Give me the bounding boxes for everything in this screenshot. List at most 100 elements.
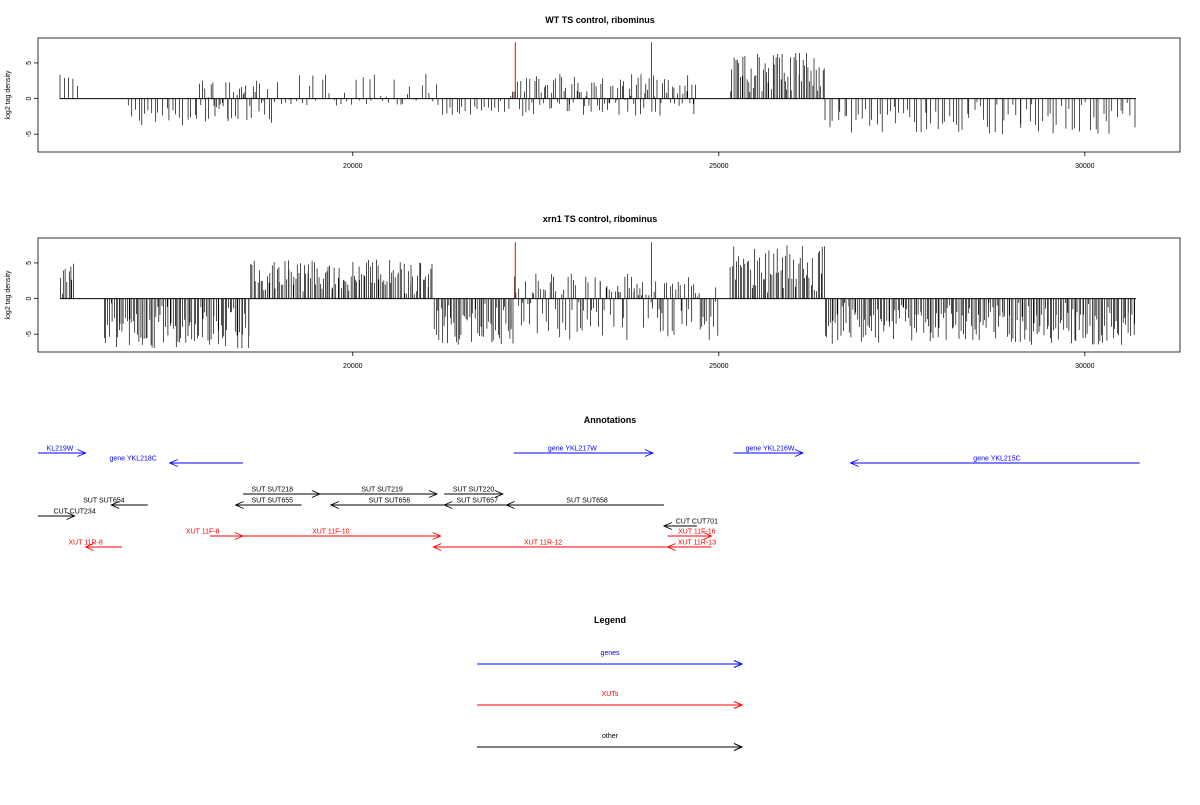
feature-gene-ykl216w: gene YKL216W: [733, 446, 805, 457]
feature-label: KL219W: [47, 446, 74, 453]
feature-arrowhead: [77, 449, 87, 457]
feature-label: SUT SUT657: [456, 498, 498, 505]
y-tick-label: -5: [26, 131, 33, 137]
legend: Legend genes XUTs other: [477, 615, 744, 751]
feature-sut-sut218: SUT SUT218: [242, 487, 321, 498]
density-bars: [60, 245, 1135, 349]
y-tick-label: 5: [26, 261, 33, 265]
feature-xut-11r-13: XUT 11R-13: [666, 540, 716, 551]
feature-xut-11r-12: XUT 11R-12: [432, 540, 668, 551]
feature-arrowhead: [666, 543, 676, 551]
feature-cut-cut701: CUT CUT701: [662, 519, 718, 530]
feature-label: XUT 11F-10: [312, 529, 350, 536]
feature-cut-cut234: CUT CUT234: [38, 509, 96, 520]
feature-arrowhead: [505, 501, 515, 509]
feature-sut-sut220: SUT SUT220: [444, 487, 504, 498]
feature-sut-sut219: SUT SUT219: [319, 487, 439, 498]
wt-red-markers: [514, 42, 652, 99]
feature-label: SUT SUT218: [252, 487, 294, 494]
x-tick-label: 25000: [709, 163, 729, 170]
feature-label: gene YKL218C: [109, 456, 156, 463]
feature-label: XUT 11R-12: [524, 540, 562, 547]
legend-label: other: [602, 733, 619, 740]
wt-y-ticks: -5 0 5: [26, 61, 38, 137]
feature-label: SUT SUT658: [566, 498, 608, 505]
feature-arrowhead: [66, 512, 76, 520]
feature-label: SUT SUT654: [83, 498, 125, 505]
xrn1-panel: xrn1 TS control, ribominus log2 tag dens…: [5, 214, 1181, 370]
feature-xut-11f-8: XUT 11F-8: [186, 529, 245, 540]
feature-label: SUT SUT655: [252, 498, 294, 505]
feature-gene-ykl215c: gene YKL215C: [849, 456, 1140, 467]
x-tick-label: 25000: [709, 363, 729, 370]
feature-label: gene YKL216W: [746, 446, 795, 453]
feature-kl219w: KL219W: [38, 446, 87, 457]
feature-arrows: KL219W gene YKL218C gene YKL217W gene YKL21…: [38, 446, 1140, 551]
feature-sut-sut657: SUT SUT657: [443, 498, 507, 509]
legend-item-xuts: XUTs: [477, 691, 744, 709]
xrn1-red-markers: [514, 242, 652, 299]
feature-arrowhead: [84, 543, 94, 551]
feature-arrowhead: [443, 501, 453, 509]
y-tick-label: 0: [26, 97, 33, 101]
feature-arrowhead: [662, 522, 673, 530]
feature-label: gene YKL215C: [973, 456, 1020, 463]
feature-arrowhead: [432, 532, 442, 540]
feature-label: SUT SUT219: [361, 487, 403, 494]
wt-plot-frame: [37, 37, 1181, 153]
feature-arrowhead: [703, 532, 713, 540]
feature-label: CUT CUT234: [53, 509, 95, 516]
xrn1-bars: [59, 245, 1137, 349]
wt-x-ticks: 20000 25000 30000: [343, 152, 1095, 170]
feature-label: gene YKL217W: [548, 446, 597, 453]
wt-y-axis-label: log2 tag density: [5, 70, 12, 120]
y-tick-label: 5: [26, 61, 33, 65]
feature-xut-11r-8: XUT 11R-8: [68, 540, 123, 551]
feature-arrowhead: [110, 501, 120, 509]
y-tick-label: -5: [26, 331, 33, 337]
feature-arrowhead: [644, 449, 655, 457]
legend-arrowhead: [733, 660, 744, 668]
legend-arrowhead: [733, 701, 744, 709]
feature-xut-11f-10: XUT 11F-10: [242, 529, 442, 540]
wt-bars: [59, 52, 1137, 135]
legend-item-other: other: [477, 733, 744, 751]
x-tick-label: 20000: [343, 163, 363, 170]
feature-sut-sut655: SUT SUT655: [234, 498, 302, 509]
annotations-track: Annotations KL219W gene YKL218C gene YKL21…: [38, 415, 1140, 551]
feature-label: CUT CUT701: [676, 519, 718, 526]
xrn1-panel-title: xrn1 TS control, ribominus: [543, 214, 658, 224]
feature-xut-11f-16: XUT 11F-16: [667, 529, 716, 540]
xrn1-plot-frame: [37, 237, 1181, 353]
x-tick-label: 30000: [1075, 363, 1095, 370]
feature-label: XUT 11F-16: [678, 529, 716, 536]
legend-arrowhead: [733, 743, 744, 751]
legend-title: Legend: [594, 615, 626, 625]
density-bars: [59, 52, 1136, 135]
xrn1-y-axis-label: log2 tag density: [5, 270, 12, 320]
feature-label: SUT SUT656: [369, 498, 411, 505]
x-tick-label: 30000: [1075, 163, 1095, 170]
wt-panel-title: WT TS control, ribominus: [545, 15, 655, 25]
xrn1-y-ticks: -5 0 5: [26, 261, 38, 337]
feature-gene-ykl217w: gene YKL217W: [513, 446, 655, 457]
feature-arrowhead: [234, 501, 244, 509]
feature-label: XUT 11F-8: [186, 529, 220, 536]
annotations-title: Annotations: [584, 415, 637, 425]
feature-label: XUT 11R-8: [68, 540, 102, 547]
xrn1-x-ticks: 20000 25000 30000: [343, 352, 1095, 370]
legend-item-genes: genes: [477, 650, 744, 668]
y-tick-label: 0: [26, 297, 33, 301]
feature-sut-sut658: SUT SUT658: [505, 498, 664, 509]
x-tick-label: 20000: [343, 363, 363, 370]
wt-panel: WT TS control, ribominus log2 tag densit…: [5, 15, 1181, 170]
feature-arrowhead: [794, 449, 805, 457]
feature-arrowhead: [432, 543, 442, 551]
legend-items: genes XUTs other: [477, 650, 744, 751]
legend-label: XUTs: [602, 691, 619, 698]
feature-gene-ykl218c: gene YKL218C: [109, 456, 243, 467]
legend-label: genes: [600, 650, 620, 657]
feature-label: SUT SUT220: [453, 487, 495, 494]
feature-arrowhead: [329, 501, 340, 509]
